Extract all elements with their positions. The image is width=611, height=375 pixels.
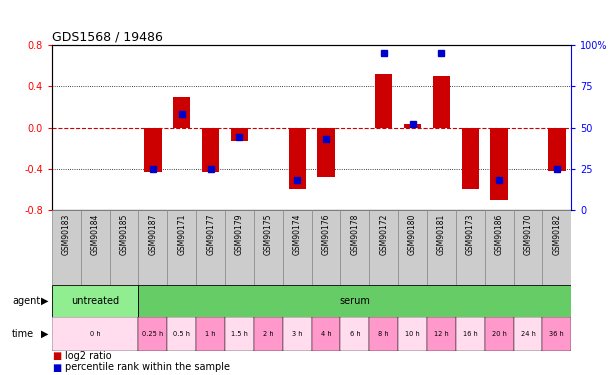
- Text: 1 h: 1 h: [205, 331, 216, 337]
- Bar: [427, 317, 456, 351]
- Text: time: time: [12, 329, 34, 339]
- Bar: [283, 317, 312, 351]
- Bar: [485, 210, 514, 285]
- Bar: [231, 128, 248, 141]
- Text: GSM90175: GSM90175: [264, 214, 273, 255]
- Bar: [312, 317, 340, 351]
- Text: 16 h: 16 h: [463, 331, 478, 337]
- Text: 0 h: 0 h: [90, 331, 101, 337]
- Text: 4 h: 4 h: [321, 331, 331, 337]
- Text: 8 h: 8 h: [378, 331, 389, 337]
- Text: serum: serum: [340, 296, 370, 306]
- Bar: [196, 317, 225, 351]
- Bar: [144, 128, 161, 172]
- Bar: [196, 210, 225, 285]
- Bar: [543, 317, 571, 351]
- Text: 20 h: 20 h: [492, 331, 507, 337]
- Bar: [109, 210, 139, 285]
- Text: GSM90178: GSM90178: [350, 214, 359, 255]
- Bar: [433, 76, 450, 128]
- Bar: [225, 317, 254, 351]
- Text: ■: ■: [52, 363, 61, 372]
- Bar: [288, 128, 306, 189]
- Bar: [543, 210, 571, 285]
- Text: GSM90182: GSM90182: [552, 214, 562, 255]
- Bar: [167, 317, 196, 351]
- Bar: [139, 317, 167, 351]
- Text: GSM90170: GSM90170: [524, 214, 533, 255]
- Bar: [81, 210, 109, 285]
- Text: ▶: ▶: [41, 296, 48, 306]
- Text: GDS1568 / 19486: GDS1568 / 19486: [52, 31, 163, 44]
- Text: 24 h: 24 h: [521, 331, 535, 337]
- Text: 3 h: 3 h: [292, 331, 302, 337]
- Bar: [398, 210, 427, 285]
- Text: GSM90180: GSM90180: [408, 214, 417, 255]
- Bar: [254, 317, 283, 351]
- Text: agent: agent: [12, 296, 40, 306]
- Bar: [52, 285, 139, 317]
- Text: GSM90181: GSM90181: [437, 214, 446, 255]
- Bar: [456, 210, 485, 285]
- Bar: [485, 317, 514, 351]
- Bar: [312, 210, 340, 285]
- Bar: [254, 210, 283, 285]
- Text: 1.5 h: 1.5 h: [231, 331, 248, 337]
- Bar: [340, 210, 369, 285]
- Bar: [427, 210, 456, 285]
- Text: 0.25 h: 0.25 h: [142, 331, 164, 337]
- Text: 12 h: 12 h: [434, 331, 449, 337]
- Text: ■: ■: [52, 351, 61, 361]
- Bar: [369, 210, 398, 285]
- Text: GSM90172: GSM90172: [379, 214, 388, 255]
- Text: GSM90186: GSM90186: [495, 214, 503, 255]
- Bar: [514, 210, 543, 285]
- Text: GSM90183: GSM90183: [62, 214, 71, 255]
- Text: 6 h: 6 h: [349, 331, 360, 337]
- Text: log2 ratio: log2 ratio: [65, 351, 112, 361]
- Text: GSM90187: GSM90187: [148, 214, 158, 255]
- Bar: [225, 210, 254, 285]
- Text: 0.5 h: 0.5 h: [174, 331, 190, 337]
- Bar: [139, 210, 167, 285]
- Text: ▶: ▶: [41, 329, 48, 339]
- Text: GSM90179: GSM90179: [235, 214, 244, 255]
- Bar: [52, 317, 139, 351]
- Bar: [167, 210, 196, 285]
- Text: 36 h: 36 h: [549, 331, 564, 337]
- Text: GSM90177: GSM90177: [206, 214, 215, 255]
- Bar: [462, 128, 479, 189]
- Text: GSM90184: GSM90184: [90, 214, 100, 255]
- Bar: [139, 285, 571, 317]
- Text: 10 h: 10 h: [405, 331, 420, 337]
- Text: GSM90176: GSM90176: [321, 214, 331, 255]
- Text: GSM90174: GSM90174: [293, 214, 302, 255]
- Bar: [398, 317, 427, 351]
- Bar: [491, 128, 508, 200]
- Text: percentile rank within the sample: percentile rank within the sample: [65, 363, 230, 372]
- Bar: [514, 317, 543, 351]
- Bar: [404, 124, 421, 128]
- Text: GSM90173: GSM90173: [466, 214, 475, 255]
- Bar: [369, 317, 398, 351]
- Text: GSM90171: GSM90171: [177, 214, 186, 255]
- Bar: [340, 317, 369, 351]
- Text: untreated: untreated: [71, 296, 119, 306]
- Bar: [173, 97, 191, 128]
- Bar: [548, 128, 566, 171]
- Bar: [52, 210, 81, 285]
- Text: 2 h: 2 h: [263, 331, 274, 337]
- Text: GSM90185: GSM90185: [120, 214, 128, 255]
- Bar: [456, 317, 485, 351]
- Bar: [317, 128, 335, 177]
- Bar: [202, 128, 219, 172]
- Bar: [375, 74, 392, 128]
- Bar: [283, 210, 312, 285]
